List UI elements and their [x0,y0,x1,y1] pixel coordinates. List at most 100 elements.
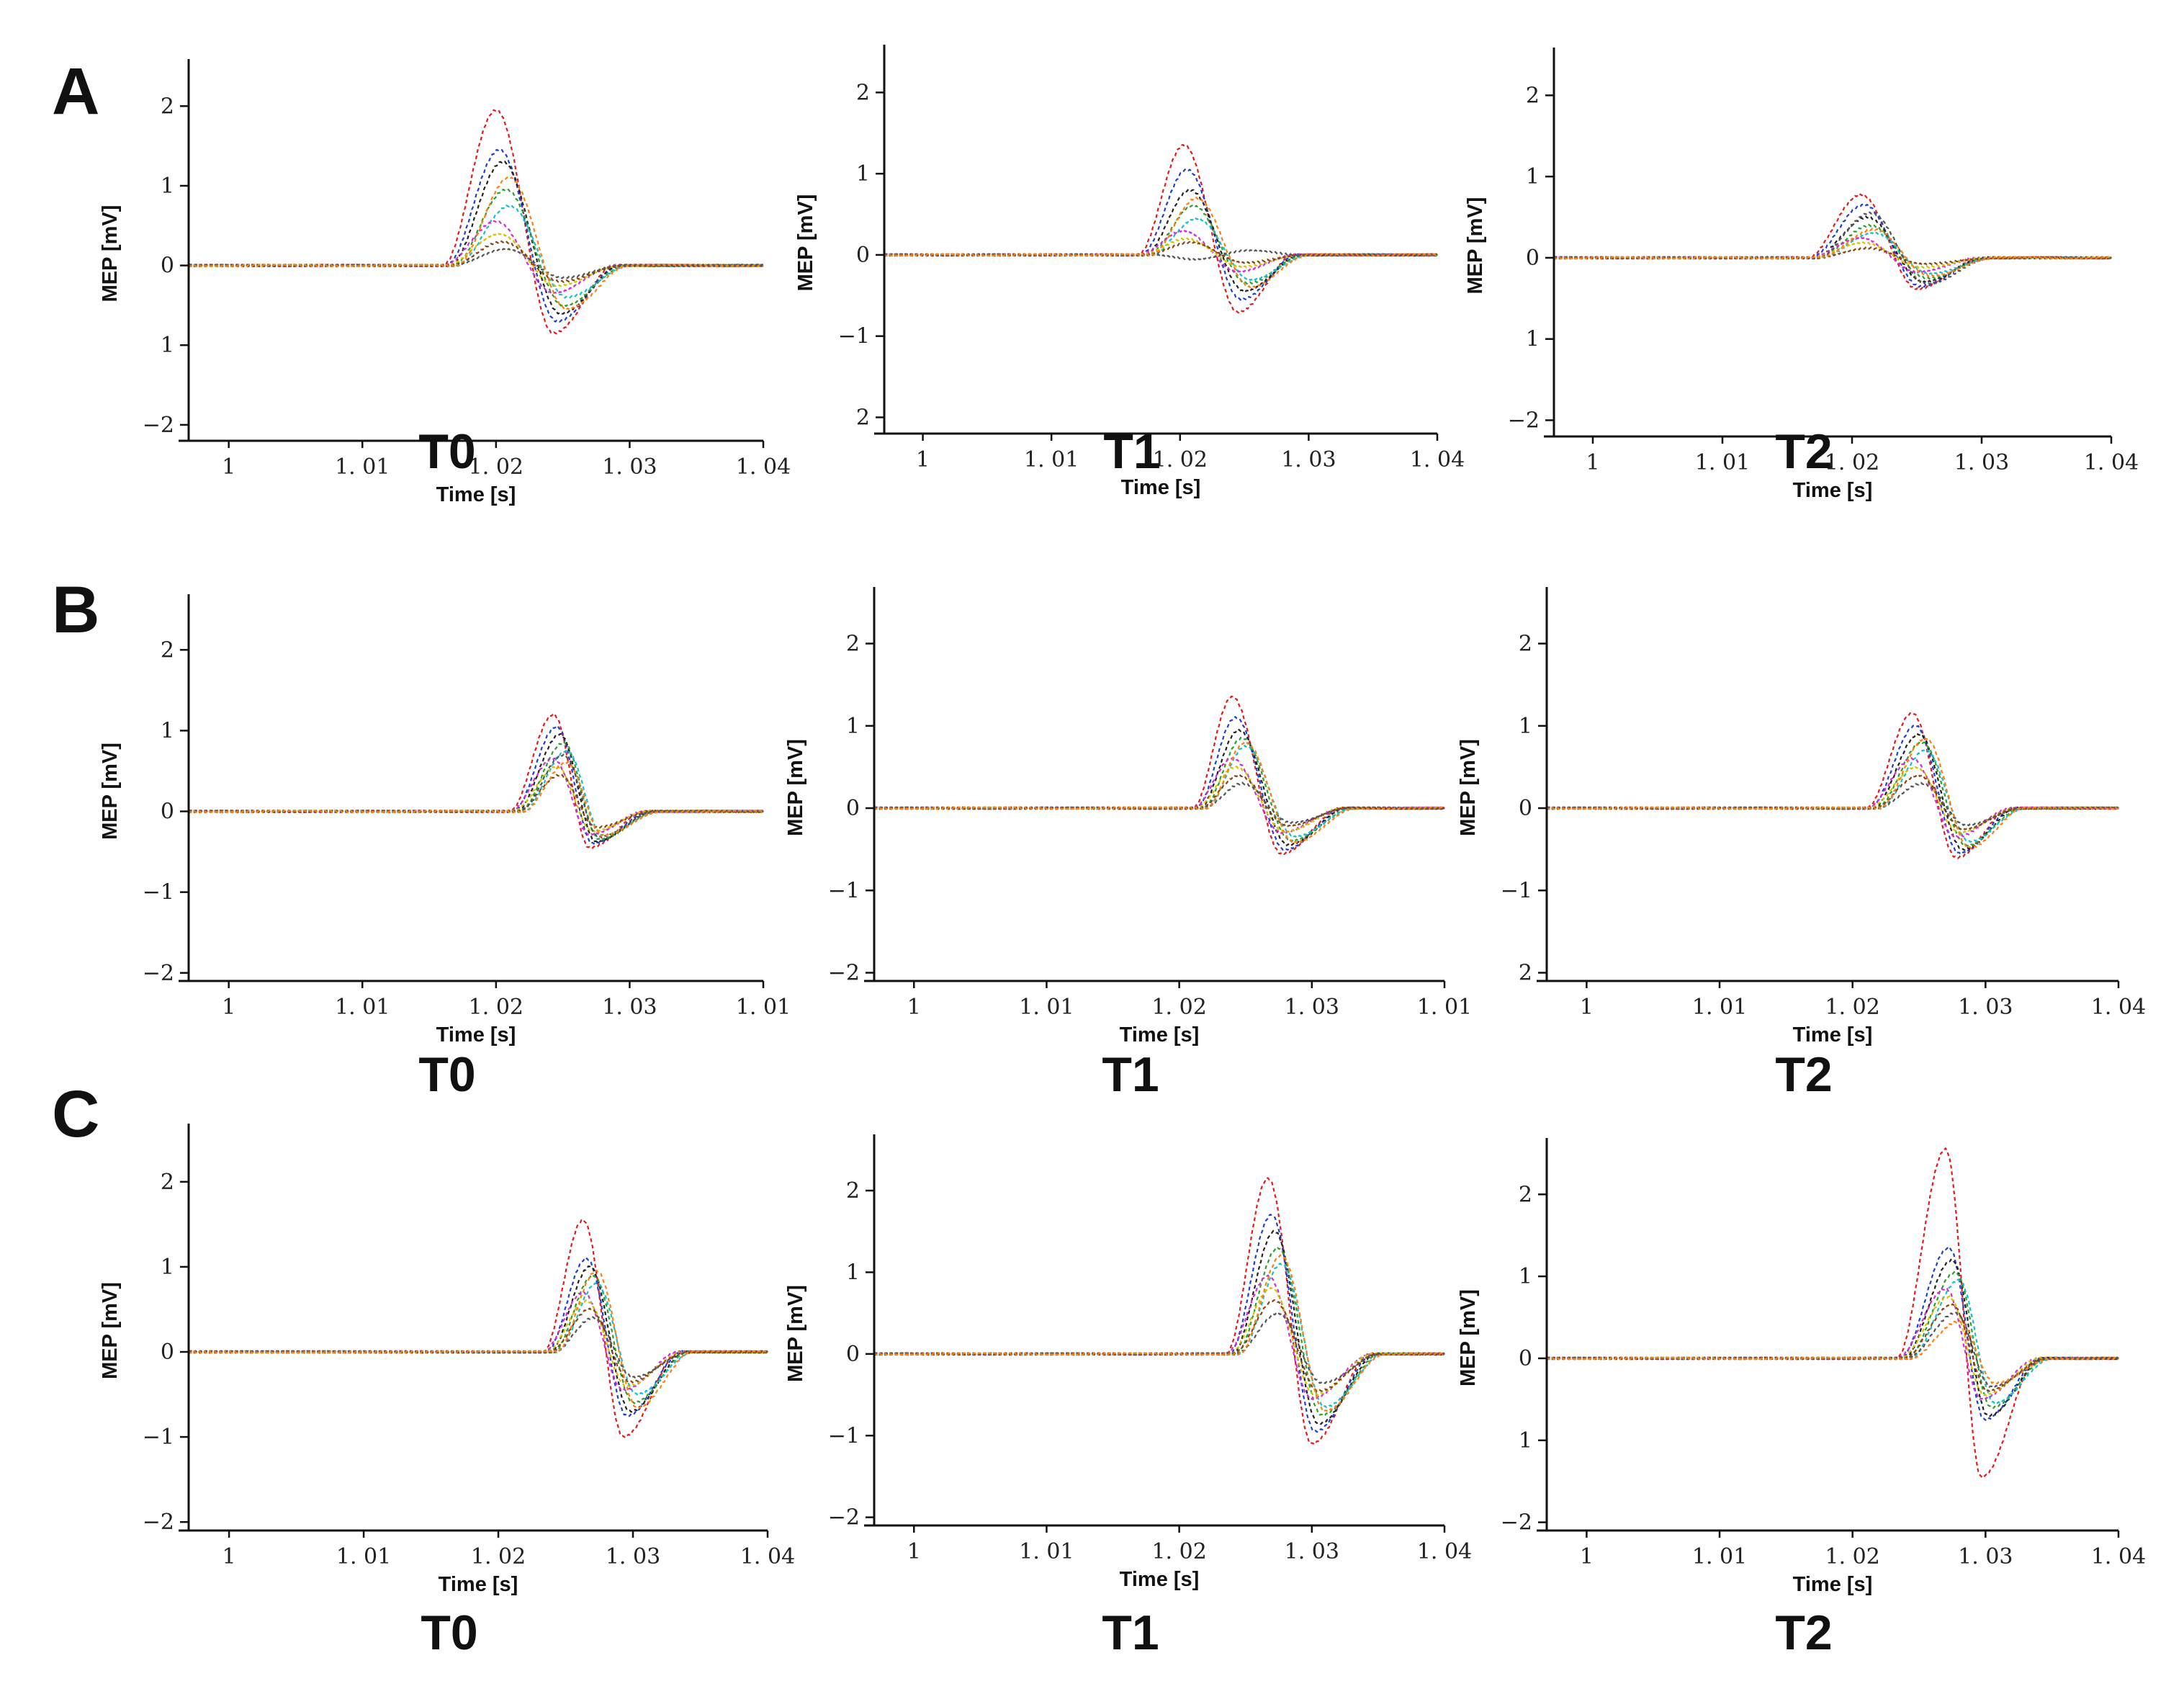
mep-trace [1553,246,2112,266]
mep-trace [1553,228,2112,277]
y-tick-label: −2 [143,961,174,986]
mep-trace [188,1282,768,1397]
mep-trace [1553,192,2112,290]
panel-title: T0 [421,1605,477,1660]
x-tick-label: 1. 01 [1692,995,1747,1020]
mep-trace [1546,712,2119,859]
mep-trace [188,176,764,311]
x-tick-label: 1. 01 [335,995,390,1020]
y-tick-label: −2 [828,1505,860,1531]
mep-trace [1546,736,2119,850]
y-tick-label: 2 [161,94,174,119]
y-tick-label: −2 [1508,408,1540,433]
y-tick-label: 2 [856,80,870,105]
x-axis-label: Time [s] [1121,476,1201,499]
x-tick-label: 1. 04 [1410,447,1465,472]
y-tick-label: 2 [856,405,870,430]
y-axis-label: MEP [mV] [99,743,122,840]
mep-panel-c-t0: 2 1 0 −1 −2 1 1. 01 1. 02 1. 03 1. 04 Time [s] MEP … [99,1124,795,1660]
x-tick-label: 1 [223,1544,236,1569]
mep-trace [188,204,764,299]
mep-trace [1546,732,2119,851]
y-tick-label: 0 [161,799,174,825]
x-tick-label: 1 [1580,995,1594,1020]
mep-trace [873,716,1445,851]
x-tick-label: 1. 02 [469,995,523,1020]
mep-trace [1546,1303,2119,1393]
mep-trace [188,248,764,279]
y-tick-label: −1 [1501,878,1532,903]
y-tick-label: 1 [1519,714,1532,739]
y-tick-label: 1 [856,161,870,187]
mep-trace [1546,1246,2119,1422]
mep-panel-a-t1: 2 1 0 −1 2 1 1. 01 1. 02 1. 03 1. 04 Time [s] MEP [… [794,45,1465,499]
mep-trace [1546,765,2119,835]
trace-group [188,109,764,335]
x-tick-label: 1 [1580,1544,1594,1569]
y-axis-label: MEP [mV] [1457,739,1480,836]
mep-trace [884,197,1438,290]
mep-trace [188,1273,768,1405]
mep-trace [884,188,1438,293]
mep-trace [884,217,1438,282]
mep-trace [1553,211,2112,286]
panel-title: T2 [1775,1605,1832,1660]
x-tick-label: 1. 03 [602,454,657,480]
x-tick-label: 1. 03 [1958,995,2013,1020]
y-tick-label: 1 [161,174,174,199]
mep-trace [1546,749,2119,843]
mep-trace [873,1263,1445,1409]
mep-trace [188,1256,768,1417]
y-tick-label: 2 [1519,961,1532,986]
trace-group [1546,712,2119,859]
mep-panel-b-t2: 2 1 0 −1 2 1 1. 01 1. 02 1. 03 1. 04 Time [s] MEP [… [1457,587,2146,1102]
mep-trace [873,774,1445,828]
x-tick-label: 1. 02 [469,454,523,480]
x-tick-label: 1. 01 [1695,450,1750,475]
trace-group [873,1177,1445,1446]
mep-trace [873,1246,1445,1417]
y-tick-label: −1 [143,880,174,905]
row-label-a: A [52,55,99,128]
y-tick-label: 0 [846,1342,860,1367]
y-tick-label: 1 [1519,1264,1532,1289]
mep-trace [188,765,764,833]
trace-group [188,1218,768,1439]
mep-trace [873,1274,1445,1401]
mep-trace [188,725,764,846]
x-tick-label: 1 [907,1539,921,1564]
y-axis-label: MEP [mV] [784,739,807,836]
mep-trace [884,205,1438,285]
mep-trace [1546,740,2119,847]
mep-trace [873,1177,1445,1446]
mep-trace [188,712,764,849]
x-tick-label: 1. 02 [1153,447,1208,472]
mep-trace [873,1286,1445,1397]
y-tick-label: 0 [1519,796,1532,821]
x-tick-label: 1. 04 [2091,995,2146,1020]
mep-trace [884,168,1438,302]
y-tick-label: 1 [161,718,174,743]
mep-trace [188,1290,768,1392]
y-tick-label: 2 [1519,632,1532,657]
mep-trace [1546,774,2119,830]
x-tick-label: 1. 01 [1019,995,1074,1020]
mep-trace [188,1269,768,1409]
panel-title: T2 [1775,1047,1832,1102]
y-tick-label: 1 [161,1255,174,1280]
mep-trace [873,695,1445,855]
mep-trace [188,1299,768,1388]
y-tick-label: −2 [1501,1510,1532,1536]
y-tick-label: 1 [161,333,174,358]
mep-panel-c-t2: 2 1 0 1 −2 1 1. 01 1. 02 1. 03 1. 04 Time [s] MEP [… [1457,1138,2146,1660]
y-axis-label: MEP [mV] [1457,1289,1480,1386]
mep-trace [188,1218,768,1439]
x-tick-label: 1. 03 [602,995,657,1020]
mep-trace [873,728,1445,847]
x-tick-label: 1. 03 [606,1544,660,1569]
mep-panel-a-t0: 2 1 0 1 −2 1 1. 01 1. 02 1. 03 1. 04 Time [s] MEP [… [99,59,791,506]
y-tick-label: 1 [1519,1428,1532,1453]
mep-trace [873,740,1445,845]
x-tick-label: 1. 01 [335,454,390,480]
